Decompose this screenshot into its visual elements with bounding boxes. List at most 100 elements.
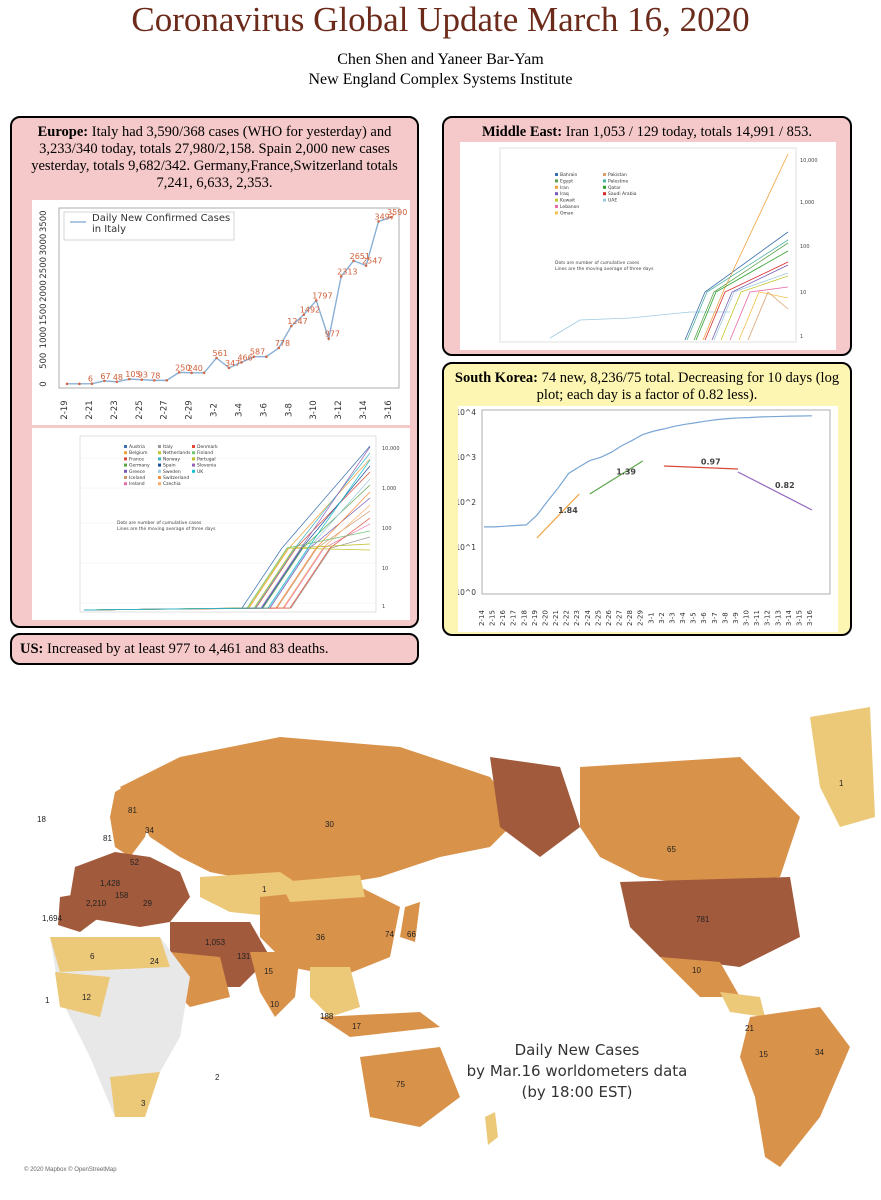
map-indonesia	[320, 1012, 440, 1037]
italy-y-tick: 2000	[39, 280, 49, 302]
south-korea-x-tick: 2-16	[499, 610, 507, 626]
map-case-label: 81	[103, 834, 112, 843]
middle-east-legend-swatch	[555, 192, 558, 196]
map-caption-line-2: by Mar.16 worldometers data	[466, 1062, 688, 1080]
europe-legend-item: France	[129, 456, 144, 462]
middle-east-legend-item: Kuwait	[560, 198, 575, 204]
south-korea-x-tick: 3-13	[774, 610, 782, 626]
europe-legend-item: Spain	[163, 463, 176, 469]
middle-east-series-line	[695, 250, 789, 341]
map-europe	[70, 852, 190, 927]
italy-y-tick: 1000	[39, 327, 49, 349]
italy-data-label: 2651	[350, 252, 370, 261]
south-korea-fit-line	[737, 471, 813, 511]
middle-east-series-line	[711, 264, 789, 341]
middle-east-right-tick: 1,000	[800, 200, 814, 206]
south-korea-y-ticks: 10^0 10^1 10^2 10^3 10^4	[458, 408, 476, 597]
europe-legend-swatch	[158, 469, 161, 473]
south-korea-x-tick: 3-10	[743, 610, 751, 626]
italy-data-label: 78	[150, 371, 160, 380]
middle-east-series-lines	[549, 153, 789, 341]
south-korea-fit-lines: 1.84 1.39 0.97 0.82	[536, 458, 813, 539]
middle-east-legend-item: Lebanon	[560, 204, 579, 210]
south-korea-x-tick: 3-1	[647, 612, 655, 623]
italy-point	[115, 380, 119, 384]
south-korea-x-tick: 2-17	[510, 610, 518, 626]
south-korea-fit-line	[663, 465, 738, 470]
middle-east-series-line	[702, 153, 789, 341]
map-caption: Daily New Cases by Mar.16 worldometers d…	[462, 1040, 692, 1103]
map-japan	[400, 902, 420, 942]
south-korea-x-tick: 2-19	[531, 610, 539, 626]
map-greenland	[810, 707, 875, 827]
map-central-america	[720, 992, 765, 1017]
south-korea-body: 74 new, 8,236/75 total. Decreasing for 1…	[536, 370, 840, 403]
italy-point	[377, 220, 380, 223]
south-korea-x-tick: 3-3	[668, 612, 676, 623]
europe-legend-item: UK	[197, 469, 204, 475]
middle-east-right-tick: 100	[800, 244, 810, 250]
south-korea-x-tick: 3-15	[795, 610, 803, 626]
europe-body: Italy had 3,590/368 cases (WHO for yeste…	[31, 124, 398, 191]
map-case-label: 24	[150, 957, 159, 966]
europe-legend-swatch	[124, 476, 127, 479]
south-korea-x-tick: 3-16	[806, 610, 814, 626]
map-scandinavia	[110, 777, 155, 857]
south-korea-x-tick: 2-18	[520, 610, 528, 626]
europe-right-tick: 100	[382, 526, 392, 532]
europe-legend-item: Portugal	[197, 456, 216, 462]
europe-legend-item: Netherlands	[163, 450, 191, 456]
europe-legend-swatch	[192, 463, 195, 467]
map-mongolia	[280, 875, 365, 902]
south-korea-x-tick: 2-22	[563, 610, 571, 626]
middle-east-body: Iran 1,053 / 129 today, totals 14,991 / …	[562, 124, 813, 140]
europe-legend-item: Czechia	[163, 481, 181, 487]
author-names: Chen Shen and Yaneer Bar-Yam	[337, 51, 544, 68]
italy-data-label: 977	[325, 330, 340, 339]
europe-legend-swatch	[158, 463, 161, 467]
middle-east-series-line	[686, 239, 789, 341]
europe-legend-swatch	[158, 476, 161, 479]
map-caption-line-3: (by 18:00 EST)	[521, 1083, 633, 1101]
italy-data-label: 1247	[287, 317, 307, 326]
italy-data-label: 1797	[312, 291, 332, 300]
map-russia	[120, 737, 520, 887]
europe-legend-item: Finland	[197, 450, 213, 456]
italy-point	[240, 361, 243, 364]
map-case-label: 781	[696, 915, 710, 924]
europe-heading: Europe:	[37, 124, 89, 140]
italy-point	[152, 379, 156, 382]
us-heading: US:	[20, 641, 44, 657]
map-mexico	[660, 957, 740, 997]
map-case-label: 1	[262, 885, 267, 894]
map-case-label: 65	[667, 845, 676, 854]
italy-point	[177, 371, 181, 374]
europe-legend-item: Austria	[129, 444, 145, 450]
south-korea-y-tick: 10^2	[458, 498, 476, 507]
italy-point	[302, 313, 306, 316]
south-korea-x-tick: 3-7	[711, 612, 719, 623]
middle-east-series-line	[704, 261, 789, 341]
south-korea-x-tick: 3-8	[721, 612, 729, 623]
middle-east-legend-item: Oman	[560, 210, 574, 216]
europe-cumulative-chart: 10,000 1,000 100 10 1 AustriaBelgiumFranceGe…	[32, 428, 410, 620]
south-korea-y-tick: 10^0	[458, 588, 476, 597]
europe-right-tick: 1	[382, 604, 385, 610]
italy-data-label: 105	[125, 370, 140, 379]
italy-x-tick: 3-6	[259, 403, 269, 417]
italy-data-label: 347	[225, 359, 240, 368]
south-korea-x-tick: 3-5	[690, 612, 698, 623]
europe-legend-swatch	[192, 451, 195, 455]
europe-legend: AustriaBelgiumFranceGermanyGreeceIceland…	[124, 444, 218, 487]
south-korea-cumulative-line	[484, 415, 813, 528]
middle-east-annotation-2: Lines are the moving average of three da…	[555, 266, 654, 272]
italy-x-tick: 2-29	[185, 400, 195, 419]
europe-legend-item: Sweden	[163, 469, 181, 475]
south-korea-x-tick: 2-26	[605, 610, 613, 626]
italy-x-tick: 3-10	[309, 400, 319, 419]
italy-x-tick: 2-27	[160, 400, 170, 419]
south-korea-y-tick: 10^4	[458, 408, 476, 417]
italy-x-tick: 3-12	[334, 400, 344, 419]
